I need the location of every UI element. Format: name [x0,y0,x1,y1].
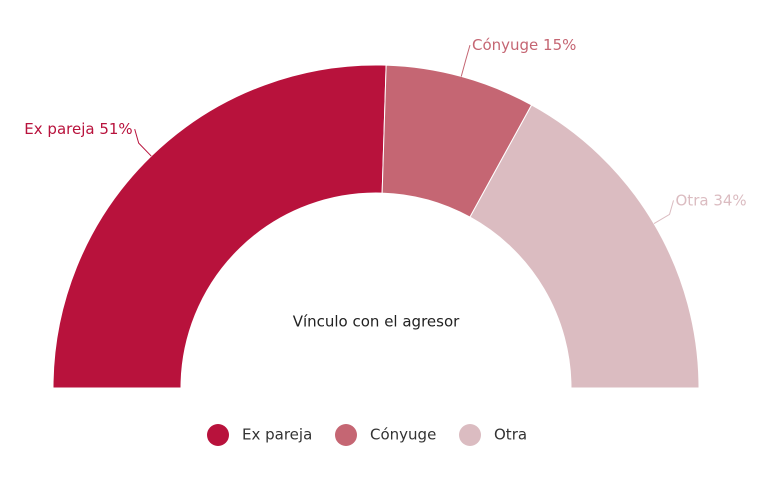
legend-label: Cónyuge [370,426,436,444]
segment [52,64,387,389]
legend-marker [207,424,229,446]
data-label: Otra 34% [676,191,747,209]
label-value: 34% [713,191,746,209]
legend-marker [335,424,357,446]
legend-label: Ex pareja [242,426,312,444]
segment [469,104,700,389]
leader-line [460,44,471,77]
data-label: Ex pareja 51% [24,120,132,138]
data-label: Cónyuge 15% [472,36,576,54]
label-value: 15% [543,36,576,54]
label-value: 51% [99,120,132,138]
label-category: Cónyuge [472,36,538,54]
leader-line [134,128,152,157]
label-category: Otra [676,191,709,209]
legend-label: Otra [494,426,527,444]
leader-line [653,200,674,225]
label-category: Ex pareja [24,120,94,138]
chart-title: Vínculo con el agresor [293,313,460,331]
legend-marker [459,424,481,446]
